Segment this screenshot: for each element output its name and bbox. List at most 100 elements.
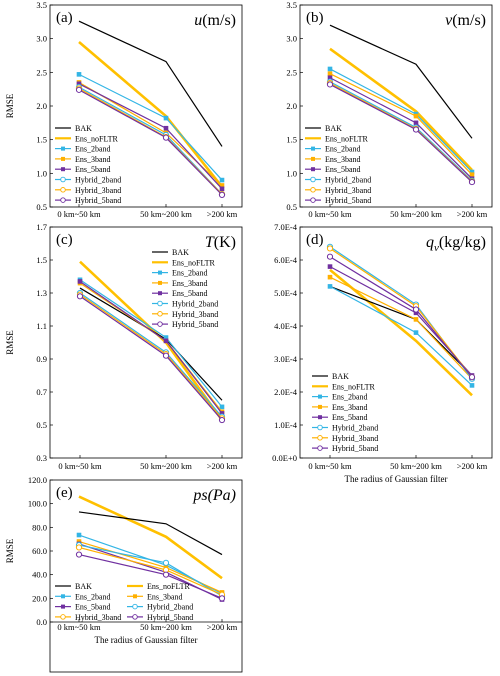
series-ens-nofltr (78, 495, 223, 580)
series-ens-nofltr (329, 47, 473, 171)
y-tick-label: 0.9 (36, 354, 47, 364)
y-tick-label: 2.5 (286, 67, 297, 77)
legend-label: Ens_5band (325, 165, 361, 174)
legend-marker (310, 197, 316, 203)
legend-marker (158, 291, 162, 296)
series-bak (78, 20, 223, 147)
series-line (329, 47, 473, 171)
legend-item: BAK (305, 124, 342, 133)
legend-marker (157, 311, 163, 317)
x-tick-label: >200 km (207, 461, 238, 471)
legend-label: Ens_5band (75, 603, 111, 612)
x-tick-label: 50 km~200 km (140, 209, 192, 219)
data-point (75, 551, 83, 558)
legend-item: Ens_2band (152, 269, 208, 278)
data-point (76, 539, 82, 544)
legend-marker (311, 167, 315, 172)
legend-marker (318, 415, 322, 420)
legend-marker (60, 197, 66, 203)
series-line (329, 247, 473, 378)
series-hybrid-5band (76, 293, 226, 424)
legend-item: BAK (152, 248, 189, 257)
legend-item: Ens_2band (305, 145, 361, 154)
series-ens-2band (76, 72, 225, 183)
data-point (76, 81, 82, 87)
legend-label: Hybrid_5band (75, 196, 121, 205)
data-point (76, 532, 82, 538)
legend-marker (317, 424, 323, 431)
y-tick-label: 1.1 (36, 321, 47, 331)
y-tick-label: 1.5 (36, 255, 47, 265)
legend-item: Ens_3band (305, 155, 361, 164)
series-line (329, 285, 473, 386)
series-line (78, 495, 223, 580)
legend-item: Ens_5band (305, 165, 361, 174)
legend-item: Ens_3band (312, 403, 368, 412)
data-point (163, 125, 169, 131)
plot-frame (49, 226, 243, 459)
legend-item: BAK (55, 582, 92, 591)
data-point (163, 338, 169, 344)
legend-marker (310, 187, 316, 193)
series-line (329, 256, 473, 378)
legend-label: Ens_3band (75, 155, 111, 164)
data-point (162, 134, 170, 141)
legend-item: Ens_3band (55, 155, 111, 164)
legend-marker (158, 280, 162, 285)
legend-item: Ens_noFLTR (305, 134, 368, 143)
data-point (413, 120, 419, 126)
legend-marker (60, 614, 66, 620)
data-point (327, 264, 333, 269)
panel-label: (c) (56, 232, 73, 248)
legend-label: Hybrid_5band (172, 320, 218, 329)
x-tick-label: 50 km~200 km (390, 209, 442, 219)
legend-item: Ens_5band (55, 165, 111, 174)
x-tick-label: >200 km (207, 209, 238, 219)
y-tick-label: 0.7 (36, 387, 47, 397)
legend-label: BAK (332, 372, 349, 381)
series-line (78, 511, 223, 556)
x-tick-label: >200 km (457, 461, 488, 471)
data-point (469, 383, 475, 388)
legend-label: BAK (75, 124, 92, 133)
legend-item: Hybrid_3band (312, 434, 378, 443)
y-tick-label: 0.5 (286, 202, 297, 212)
y-tick-label: 1.5 (36, 135, 47, 145)
data-point (76, 72, 82, 77)
series-ens-5band (77, 279, 225, 416)
legend-item: Hybrid_2band (55, 176, 121, 185)
y-tick-label: 100.0 (28, 499, 47, 509)
legend-marker (310, 176, 316, 183)
legend-item: Ens_noFLTR (127, 582, 190, 591)
series-ens-5band (76, 81, 225, 192)
data-point (219, 404, 225, 410)
legend-label: Hybrid_5band (147, 613, 193, 622)
data-point (163, 115, 169, 121)
legend-label: Ens_2band (332, 393, 368, 402)
legend-label: Hybrid_3band (172, 310, 218, 319)
legend-label: Ens_5band (75, 165, 111, 174)
legend-label: Hybrid_5band (332, 444, 378, 453)
chart-title: qv(kg/kg) (426, 234, 486, 254)
legend-label: Ens_5band (172, 289, 208, 298)
legend-marker (61, 146, 65, 151)
legend-item: Hybrid_2band (305, 176, 371, 185)
legend-marker (61, 594, 65, 599)
data-point (413, 113, 419, 119)
legend-label: Hybrid_2band (325, 176, 371, 185)
legend-item: Ens_noFLTR (55, 134, 118, 143)
legend-marker (158, 270, 162, 275)
legend-label: Hybrid_2band (172, 300, 218, 309)
panel-label: (e) (56, 485, 73, 501)
y-tick-label: 1.3 (36, 288, 47, 298)
y-tick-label: 2.0 (286, 101, 297, 111)
legend-item: Hybrid_3band (55, 186, 121, 195)
series-line (329, 246, 473, 380)
y-tick-label: 1.7 (36, 222, 47, 232)
y-tick-label: 7.0E-4 (274, 222, 298, 232)
data-point (162, 352, 170, 359)
y-tick-label: 40.0 (32, 570, 47, 580)
